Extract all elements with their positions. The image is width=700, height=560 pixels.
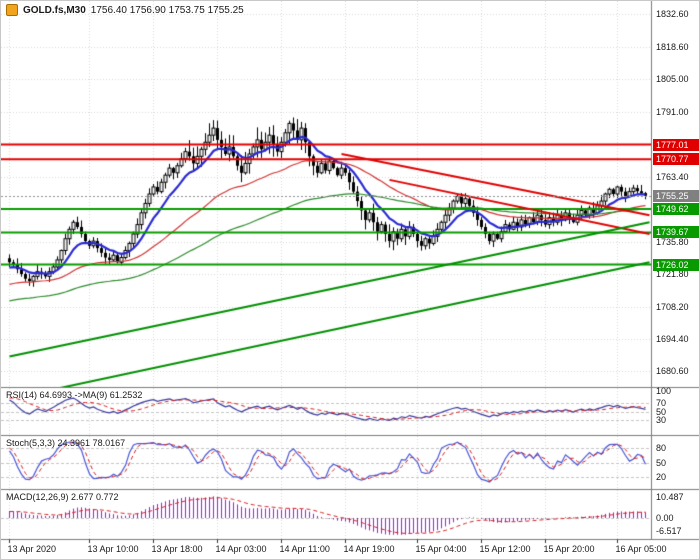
macd-axis-label: 10.487 <box>656 492 684 503</box>
price-tag-current-price[interactable]: 1755.25 <box>653 189 699 202</box>
price-tag-support[interactable]: 1739.67 <box>653 226 699 239</box>
price-tick-label: 1735.80 <box>656 236 689 247</box>
rsi-axis-label: 100 <box>656 386 672 396</box>
price-tick-label: 1694.40 <box>656 333 689 344</box>
price-tag-support[interactable]: 1749.62 <box>653 203 699 216</box>
price-tick-label: 1791.00 <box>656 106 689 117</box>
macd-axis-label: -6.517 <box>656 526 682 537</box>
ohlc-values: 1756.40 1756.90 1753.75 1755.25 <box>90 4 244 16</box>
time-axis-label: 16 Apr 05:00 <box>615 544 667 554</box>
time-axis-label: 14 Apr 19:00 <box>343 544 395 554</box>
stochastic-axis-label: 20 <box>656 471 667 482</box>
stochastic-legend: Stoch(5,3,3) 24.3961 78.0167 <box>6 438 126 448</box>
chart-legend: GOLD.fs,M30 1756.40 1756.90 1753.75 1755… <box>6 4 244 16</box>
time-axis-label: 14 Apr 03:00 <box>215 544 267 554</box>
price-tick-label: 1763.40 <box>656 171 689 182</box>
time-axis-label: 14 Apr 11:00 <box>279 544 330 554</box>
price-tick-label: 1680.60 <box>656 366 689 377</box>
stochastic-axis-label: 80 <box>656 443 667 454</box>
rsi-axis-label: 70 <box>656 398 667 409</box>
price-tag-resistance[interactable]: 1777.01 <box>653 138 699 151</box>
time-axis-label: 13 Apr 10:00 <box>87 544 139 554</box>
symbol-title: GOLD.fs,M30 <box>23 4 86 16</box>
price-tick-label: 1721.80 <box>656 269 689 280</box>
time-axis-label: 13 Apr 2020 <box>7 544 57 554</box>
price-tick-label: 1708.20 <box>656 301 689 312</box>
price-tick-label: 1805.00 <box>656 73 689 84</box>
time-axis-label: 15 Apr 12:00 <box>479 544 531 554</box>
rsi-axis-label: 50 <box>656 406 667 417</box>
time-axis-label: 15 Apr 20:00 <box>543 544 595 554</box>
rsi-axis-label: 30 <box>656 414 667 425</box>
rsi-legend: RSI(14) 64.6993 ->MA(9) 61.2532 <box>6 390 143 400</box>
time-axis-label: 13 Apr 18:00 <box>151 544 203 554</box>
price-tick-label: 1818.60 <box>656 41 689 52</box>
symbol-icon <box>6 4 18 16</box>
price-tag-support[interactable]: 1726.02 <box>653 258 699 271</box>
price-tag-resistance[interactable]: 1770.77 <box>653 153 699 166</box>
price-tick-label: 1832.60 <box>656 8 689 19</box>
stochastic-axis-label: 50 <box>656 457 667 468</box>
time-axis-label: 15 Apr 04:00 <box>415 544 467 554</box>
macd-axis-label: 0.00 <box>656 513 674 523</box>
macd-legend: MACD(12,26,9) 2.677 0.772 <box>6 492 119 502</box>
